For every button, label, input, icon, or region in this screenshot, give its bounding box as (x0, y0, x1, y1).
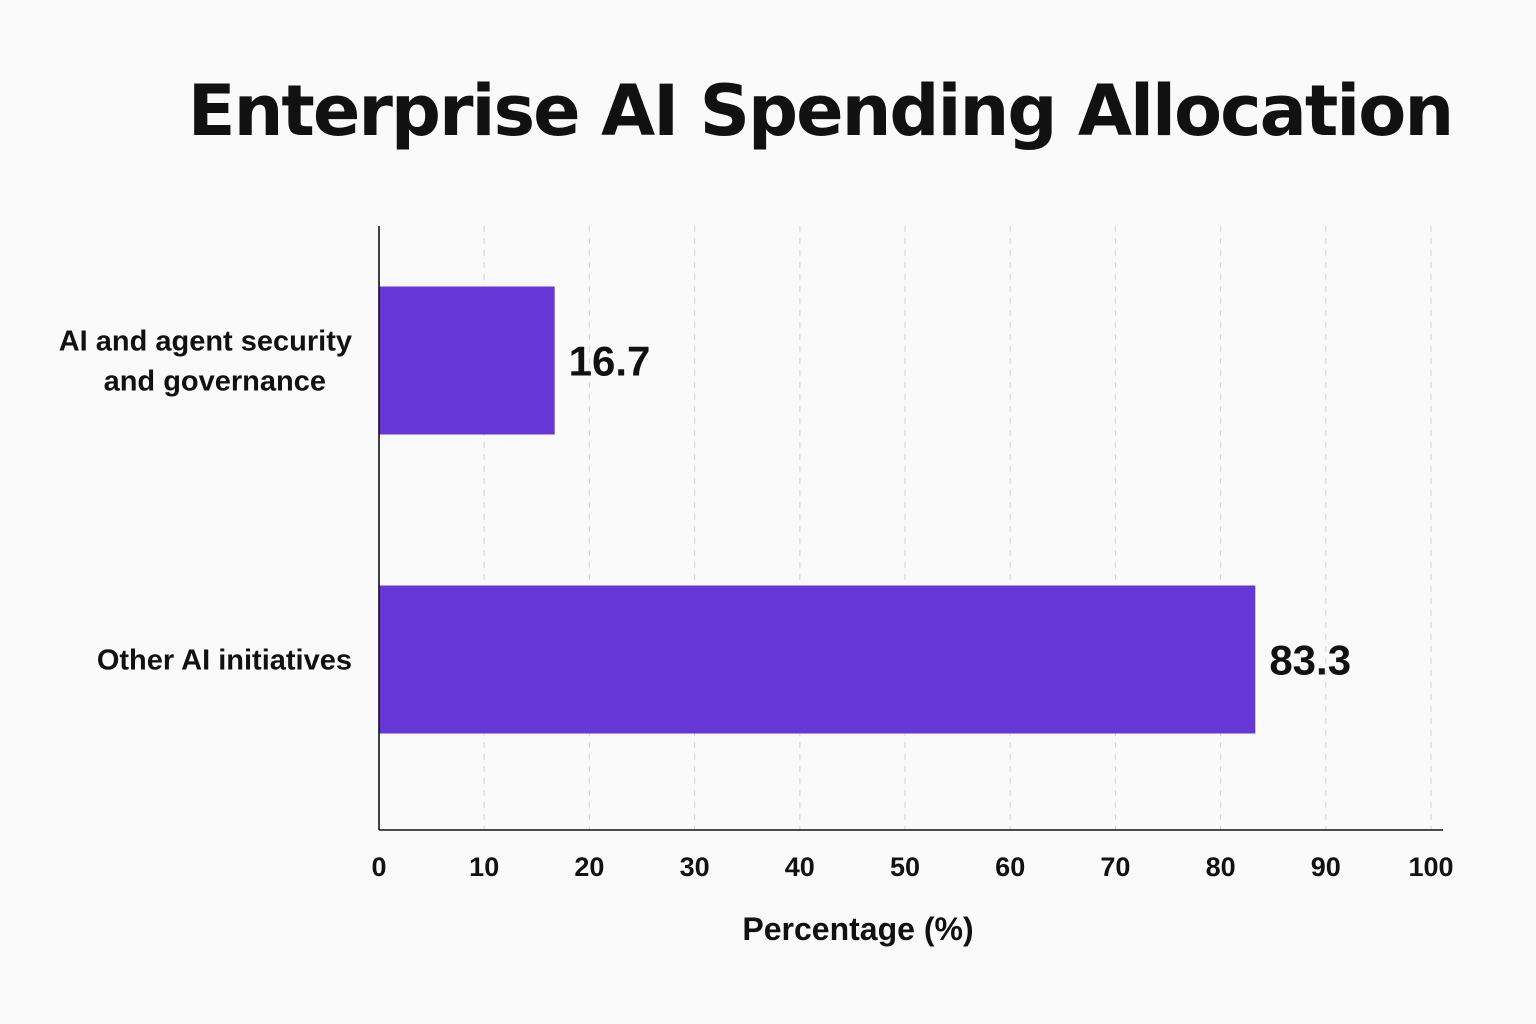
x-tick-label: 20 (574, 852, 604, 882)
labels: 0 10 20 30 40 50 60 70 80 90 100 16.7 AI and agent s… (59, 326, 1454, 883)
bar (379, 286, 555, 435)
x-tick-label: 100 (1408, 852, 1453, 882)
gridlines (483, 226, 1432, 830)
x-tick-label: 40 (785, 852, 815, 882)
x-tick-label: 0 (371, 852, 386, 882)
x-tick-label: 60 (995, 852, 1025, 882)
category-label: and governance (104, 366, 326, 398)
bars (379, 286, 1256, 734)
bar (379, 585, 1256, 734)
x-tick-label: 10 (469, 852, 499, 882)
bar-value-label: 16.7 (569, 338, 651, 385)
x-tick-label: 80 (1206, 852, 1236, 882)
x-tick-label: 50 (890, 852, 920, 882)
chart-title: Enterprise AI Spending Allocation (187, 70, 1454, 152)
bar-value-label: 83.3 (1269, 637, 1351, 684)
x-axis-title: Percentage (%) (742, 911, 973, 947)
category-label: Other AI initiatives (97, 645, 352, 677)
category-label: AI and agent security (59, 326, 352, 358)
x-tick-label: 90 (1311, 852, 1341, 882)
axes (378, 226, 1443, 831)
x-tick-label: 70 (1100, 852, 1130, 882)
x-tick-label: 30 (680, 852, 710, 882)
